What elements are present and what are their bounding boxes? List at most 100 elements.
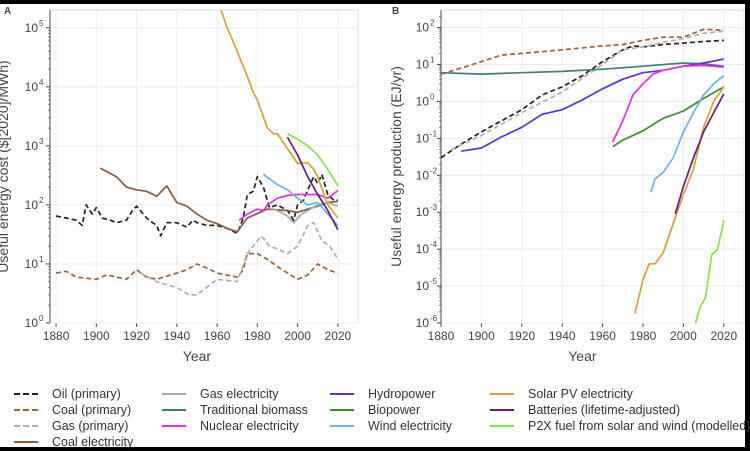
legend-item-hydro: Hydropower xyxy=(330,386,435,402)
x-tick-label: 1940 xyxy=(163,329,190,343)
plot-area xyxy=(440,9,745,324)
y-tick-label: 10 xyxy=(25,257,39,271)
legend-item-wind: Wind electricity xyxy=(330,418,452,434)
x-tick-label: 1960 xyxy=(204,329,231,343)
series-line-coal_elec xyxy=(99,167,339,233)
series-line-p2x xyxy=(694,220,725,323)
y-tick-label: 10 xyxy=(416,21,430,35)
y-tick-exponent: 1 xyxy=(39,255,44,264)
panel-B: 1880 1900 1920 1940 1960 1980 2000 202010-610-5… xyxy=(388,6,745,364)
x-tick-label: 1900 xyxy=(468,329,495,343)
x-axis-label: Year xyxy=(183,348,212,364)
x-tick-label: 1980 xyxy=(630,329,657,343)
legend-swatch xyxy=(162,409,186,411)
series-line-wind xyxy=(650,75,725,193)
y-tick-exponent: 1 xyxy=(430,56,435,65)
figure-canvas: 1880 1900 1920 1940 1960 1980 2000 2020 10 0 10 1 10… xyxy=(0,4,750,450)
series-line-nuclear xyxy=(611,64,724,143)
legend-swatch xyxy=(14,425,38,427)
series-line-oil xyxy=(441,39,724,159)
legend-swatch xyxy=(330,409,354,411)
legend-swatch xyxy=(490,393,514,395)
legend-label: Coal (primary) xyxy=(52,403,132,417)
series-line-solar xyxy=(220,10,339,219)
y-tick-exponent: -2 xyxy=(430,166,438,175)
y-tick-exponent: 5 xyxy=(39,19,44,28)
y-tick-label: 10 xyxy=(25,21,39,35)
y-tick-label: 10 xyxy=(416,94,430,108)
series-line-coal xyxy=(441,28,724,75)
x-tick-label: 1980 xyxy=(244,329,271,343)
x-tick-label: 1880 xyxy=(428,329,455,343)
x-tick-label: 1920 xyxy=(123,329,150,343)
legend-swatch xyxy=(490,425,514,427)
series-line-biopower xyxy=(612,86,725,148)
legend-item-p2x: P2X fuel from solar and wind (modelled) xyxy=(490,418,750,434)
x-tick-label: 2020 xyxy=(325,329,352,343)
y-tick-label: 10 xyxy=(25,316,39,330)
legend-swatch xyxy=(162,393,186,395)
y-tick-label: 10 xyxy=(25,80,39,94)
series-line-nuclear xyxy=(238,189,339,221)
legend-label: Batteries (lifetime-adjusted) xyxy=(528,403,681,417)
y-tick-label: 10 xyxy=(25,198,39,212)
legend-label: Coal electricity xyxy=(52,435,134,449)
series-line-gas xyxy=(140,221,339,296)
legend-swatch xyxy=(330,393,354,395)
legend-item-solar: Solar PV electricity xyxy=(490,386,633,402)
legend-label: Gas (primary) xyxy=(52,419,129,433)
legend-label: Wind electricity xyxy=(368,419,453,433)
legend-swatch xyxy=(162,425,186,427)
legend-item-biopower: Biopower xyxy=(330,402,420,418)
plot-area xyxy=(49,9,359,324)
legend-item-coal_elec: Coal electricity xyxy=(14,434,133,450)
legend-item-batteries: Batteries (lifetime-adjusted) xyxy=(490,402,680,418)
y-tick-exponent: -1 xyxy=(430,129,438,138)
x-tick-label: 1880 xyxy=(43,329,70,343)
legend-swatch xyxy=(14,393,38,395)
series-line-p2x xyxy=(287,133,339,187)
legend-swatch xyxy=(330,425,354,427)
series-group xyxy=(55,10,339,296)
legend-item-nuclear: Nuclear electricity xyxy=(162,418,299,434)
panel-label: B xyxy=(392,6,399,17)
series-line-gas xyxy=(450,30,724,151)
x-tick-label: 2020 xyxy=(710,329,737,343)
x-axis-label: Year xyxy=(568,348,597,364)
legend-item-gas: Gas (primary) xyxy=(14,418,128,434)
y-tick-exponent: -4 xyxy=(430,240,438,249)
legend: Oil (primary) Coal (primary) Gas (primary)… xyxy=(0,384,750,450)
series-line-batteries xyxy=(286,136,339,231)
x-tick-label: 2000 xyxy=(284,329,311,343)
legend-swatch xyxy=(14,441,38,443)
y-tick-label: 10 xyxy=(416,205,430,219)
legend-label: Hydropower xyxy=(368,387,436,401)
legend-item-gas_elec: Gas electricity xyxy=(162,386,279,402)
legend-label: Traditional biomass xyxy=(200,403,308,417)
y-tick-label: 10 xyxy=(416,279,430,293)
x-tick-label: 1960 xyxy=(589,329,616,343)
series-line-batteries xyxy=(674,93,725,215)
x-tick-label: 1920 xyxy=(508,329,535,343)
y-tick-label: 10 xyxy=(416,168,430,182)
y-tick-exponent: 0 xyxy=(39,314,44,323)
y-tick-label: 10 xyxy=(25,139,39,153)
legend-label: Solar PV electricity xyxy=(528,387,633,401)
series-line-gas_elec xyxy=(267,201,339,224)
legend-item-trad_biomass: Traditional biomass xyxy=(162,402,308,418)
y-axis-label: Useful energy cost ($[2020]/MWh) xyxy=(0,60,11,272)
legend-label: Nuclear electricity xyxy=(200,419,299,433)
y-tick-label: 10 xyxy=(416,316,430,330)
series-line-solar xyxy=(634,86,725,314)
legend-item-oil: Oil (primary) xyxy=(14,386,121,402)
legend-label: Biopower xyxy=(368,403,421,417)
y-tick-exponent: 4 xyxy=(39,78,44,87)
series-line-coal xyxy=(55,252,339,281)
y-tick-exponent: -3 xyxy=(430,203,438,212)
legend-swatch xyxy=(14,409,38,411)
y-tick-exponent: -5 xyxy=(430,277,438,286)
y-tick-label: 10 xyxy=(416,131,430,145)
